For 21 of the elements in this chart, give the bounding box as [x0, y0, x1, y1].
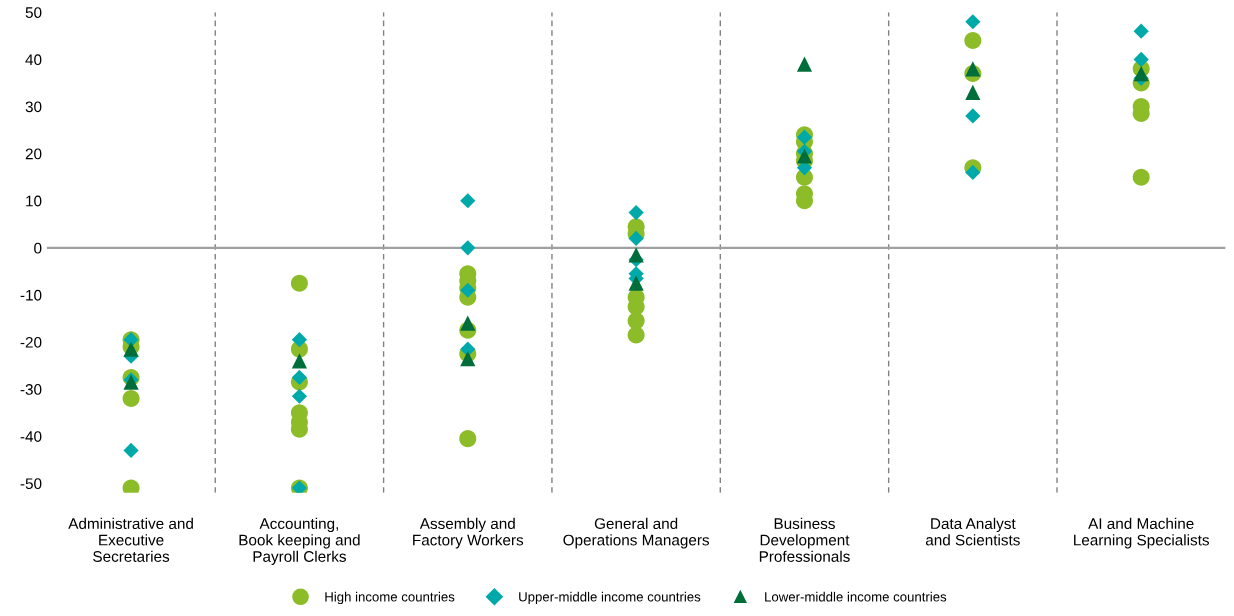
y-tick-label: 30	[25, 101, 42, 113]
y-tick-label: 50	[25, 7, 42, 19]
x-tick-label: Assembly and Factory Workers	[413, 517, 524, 549]
x-tick-label: AI and Machine Learning Specialists	[1074, 517, 1209, 549]
y-tick-label: -50	[20, 478, 42, 490]
y-tick-label: 0	[34, 242, 42, 254]
x-tick-label: General and Operations Managers	[563, 517, 710, 549]
x-tick-label: Business Development Professionals	[759, 517, 850, 562]
y-tick-label: 40	[25, 54, 42, 66]
legend-label: Upper-middle income countries	[519, 591, 701, 605]
y-tick-label: -10	[20, 289, 42, 301]
y-tick-label: -40	[20, 431, 42, 442]
x-tick-label: Accounting, Book keeping and Payroll Clerks	[239, 517, 360, 565]
x-tick-label: Administrative and Executive Secretaries	[68, 517, 193, 562]
y-tick-label: -30	[20, 384, 42, 395]
y-tick-label: 10	[26, 195, 42, 207]
legend-label: Lower-middle income countries	[765, 591, 947, 602]
x-tick-label: Data Analyst and Scientists	[925, 517, 1020, 546]
y-tick-label: 20	[25, 148, 42, 160]
legend-label: High income countries	[325, 591, 455, 605]
y-tick-label: -20	[20, 336, 42, 348]
